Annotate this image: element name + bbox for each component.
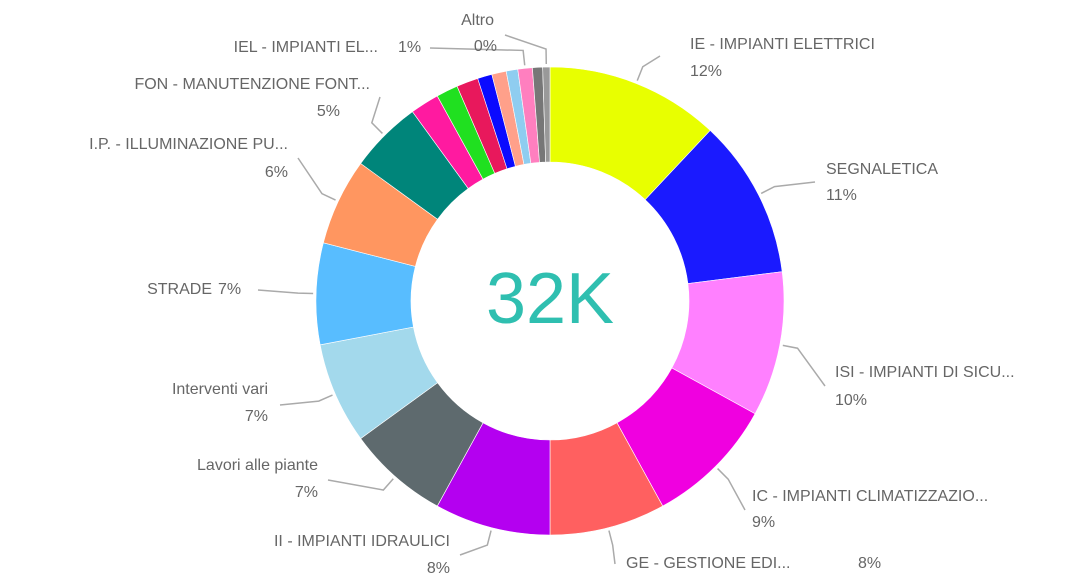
leader-line <box>459 530 492 556</box>
slice-value-label: 12% <box>690 63 722 80</box>
slice-label: FON - MANUTENZIONE FONT... <box>134 76 370 93</box>
slice-value-label: 6% <box>265 164 288 181</box>
slice-value-label: 8% <box>858 555 881 572</box>
slice-label: IEL - IMPIANTI EL... <box>234 39 378 56</box>
leader-line <box>760 181 816 195</box>
slice-value-label: 8% <box>427 560 450 577</box>
slice-label: GE - GESTIONE EDI... <box>626 555 790 572</box>
slice-label: I.P. - ILLUMINAZIONE PU... <box>89 136 288 153</box>
slice-value-label: 1% <box>398 39 421 56</box>
slice-label: Interventi vari <box>172 381 268 398</box>
slice-label: IC - IMPIANTI CLIMATIZZAZIO... <box>752 488 988 505</box>
leader-line <box>297 157 336 201</box>
slice-label: SEGNALETICA <box>826 161 938 178</box>
slice-label: II - IMPIANTI IDRAULICI <box>274 533 450 550</box>
slice-value-label: 10% <box>835 392 867 409</box>
leader-line <box>257 289 314 295</box>
donut-slice <box>542 66 551 163</box>
center-label: 32K <box>486 259 614 339</box>
leader-line <box>636 55 661 81</box>
slice-label: Altro <box>461 12 494 29</box>
leader-line <box>370 96 383 134</box>
slice-value-label: 5% <box>317 103 340 120</box>
slice-label: ISI - IMPIANTI DI SICU... <box>835 364 1015 381</box>
slice-value-label: 11% <box>826 187 857 204</box>
leader-line <box>504 34 548 65</box>
slice-value-label: 7% <box>295 484 318 501</box>
slice-label: Lavori alle piante <box>197 457 318 474</box>
leader-line <box>327 478 394 491</box>
leader-line <box>608 530 616 565</box>
leader-line <box>429 47 526 66</box>
slice-value-label: 0% <box>474 38 497 55</box>
leader-line <box>782 344 826 387</box>
slice-value-label: 9% <box>752 514 775 531</box>
slice-value-label: 7% <box>218 281 241 298</box>
slice-value-label: 7% <box>245 408 268 425</box>
slice-label: IE - IMPIANTI ELETTRICI <box>690 36 875 53</box>
leader-line <box>717 468 746 511</box>
slice-label: STRADE <box>147 281 212 298</box>
leader-line <box>279 394 333 406</box>
